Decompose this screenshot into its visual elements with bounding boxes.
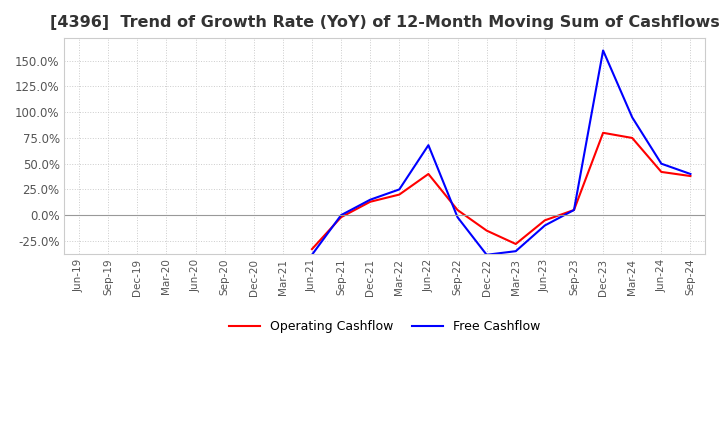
Free Cashflow <box>686 171 695 176</box>
Operating Cashflow <box>570 207 578 213</box>
Legend: Operating Cashflow, Free Cashflow: Operating Cashflow, Free Cashflow <box>224 315 546 338</box>
Free Cashflow <box>599 48 608 53</box>
Operating Cashflow <box>482 228 491 233</box>
Free Cashflow <box>307 252 316 257</box>
Free Cashflow <box>366 197 374 202</box>
Operating Cashflow <box>511 241 520 246</box>
Operating Cashflow <box>541 218 549 223</box>
Free Cashflow <box>570 207 578 213</box>
Operating Cashflow <box>307 246 316 252</box>
Free Cashflow <box>482 252 491 257</box>
Free Cashflow <box>628 115 636 120</box>
Operating Cashflow <box>686 173 695 179</box>
Free Cashflow <box>511 249 520 254</box>
Operating Cashflow <box>628 136 636 141</box>
Operating Cashflow <box>424 171 433 176</box>
Free Cashflow <box>657 161 666 166</box>
Line: Operating Cashflow: Operating Cashflow <box>312 133 690 249</box>
Operating Cashflow <box>657 169 666 175</box>
Free Cashflow <box>337 213 346 218</box>
Operating Cashflow <box>337 215 346 220</box>
Free Cashflow <box>395 187 404 192</box>
Operating Cashflow <box>395 192 404 197</box>
Operating Cashflow <box>453 207 462 213</box>
Free Cashflow <box>424 143 433 148</box>
Operating Cashflow <box>599 130 608 136</box>
Free Cashflow <box>453 215 462 220</box>
Line: Free Cashflow: Free Cashflow <box>312 51 690 255</box>
Free Cashflow <box>541 223 549 228</box>
Title: [4396]  Trend of Growth Rate (YoY) of 12-Month Moving Sum of Cashflows: [4396] Trend of Growth Rate (YoY) of 12-… <box>50 15 719 30</box>
Operating Cashflow <box>366 199 374 205</box>
